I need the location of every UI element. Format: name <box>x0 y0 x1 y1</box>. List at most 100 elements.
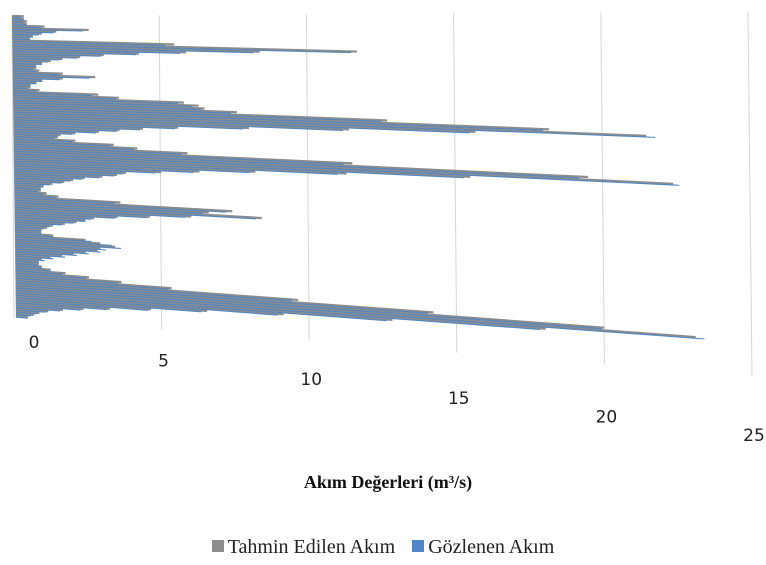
bar <box>13 166 126 174</box>
bar <box>12 73 96 79</box>
bar <box>13 131 61 137</box>
bar <box>12 75 90 79</box>
bar <box>13 111 656 138</box>
bar <box>12 66 37 70</box>
bar <box>13 139 114 146</box>
bar <box>12 26 42 29</box>
bar <box>15 246 86 254</box>
x-tick-label: 5 <box>158 352 169 372</box>
bar <box>13 149 588 179</box>
bar <box>12 82 37 85</box>
x-tick-label: 25 <box>743 426 765 446</box>
bar <box>14 197 115 204</box>
bar <box>14 189 38 193</box>
bar <box>15 312 34 317</box>
bar <box>14 224 48 229</box>
bar <box>15 258 45 262</box>
bar <box>14 170 115 177</box>
bar <box>14 206 186 218</box>
bar <box>12 51 104 57</box>
bar <box>13 158 338 175</box>
bar <box>14 210 118 219</box>
bar <box>14 205 192 218</box>
bar <box>12 58 60 61</box>
bar <box>15 316 28 319</box>
bar <box>12 31 42 35</box>
bar <box>13 155 465 179</box>
bar <box>15 278 299 302</box>
series-predicted <box>11 14 696 339</box>
bar <box>15 292 284 316</box>
bar <box>14 184 44 188</box>
bar <box>14 175 82 180</box>
bar <box>14 190 47 195</box>
bar <box>13 161 200 173</box>
bar <box>15 271 90 279</box>
bar <box>12 53 81 59</box>
bar <box>13 151 674 185</box>
bar <box>13 128 96 134</box>
bar <box>13 102 202 111</box>
bar <box>15 287 705 340</box>
bar <box>14 226 45 230</box>
bar <box>12 33 39 36</box>
bar <box>13 150 580 179</box>
bar <box>14 238 113 246</box>
bar <box>12 67 34 70</box>
bar <box>13 143 135 151</box>
bar <box>14 209 148 219</box>
bar <box>13 136 76 142</box>
bar <box>15 255 54 260</box>
bar <box>12 31 54 34</box>
bar <box>15 305 64 312</box>
bar <box>14 229 42 234</box>
bar <box>13 156 347 175</box>
bar <box>14 211 115 219</box>
bar <box>14 212 95 220</box>
bar <box>14 175 74 182</box>
bar <box>15 300 111 310</box>
bar <box>12 92 93 97</box>
bar <box>15 263 42 268</box>
bar <box>14 236 101 245</box>
bar <box>15 285 696 339</box>
bar <box>15 288 546 330</box>
bar <box>13 119 244 130</box>
x-tick-label: 10 <box>300 370 322 390</box>
bar <box>13 168 118 176</box>
bar <box>13 95 184 104</box>
legend-label-observed: Gözlenen Akım <box>428 536 555 558</box>
bar <box>13 124 120 132</box>
bar <box>12 60 48 63</box>
bar <box>12 53 101 57</box>
bar <box>13 138 73 143</box>
bar <box>15 302 84 311</box>
bar <box>13 121 176 130</box>
bar <box>14 223 51 228</box>
plot-area <box>11 14 705 340</box>
bar <box>12 48 181 54</box>
bar <box>15 299 149 311</box>
gridline <box>600 12 605 365</box>
bar <box>14 239 116 248</box>
bar <box>14 222 54 227</box>
bar <box>12 80 43 83</box>
bar <box>15 307 49 313</box>
bar <box>12 24 45 28</box>
bar <box>14 234 86 242</box>
bar <box>14 219 74 224</box>
bar <box>14 180 62 184</box>
bar <box>13 105 388 122</box>
bar <box>13 97 178 105</box>
bar <box>15 289 540 331</box>
bar <box>15 275 119 284</box>
gridline <box>11 15 15 319</box>
bar <box>14 177 71 182</box>
bar <box>15 245 101 253</box>
bar <box>12 80 37 84</box>
bar <box>14 231 54 237</box>
bar <box>15 302 108 311</box>
bar <box>12 75 63 80</box>
bar <box>13 123 141 131</box>
bar <box>13 109 544 131</box>
